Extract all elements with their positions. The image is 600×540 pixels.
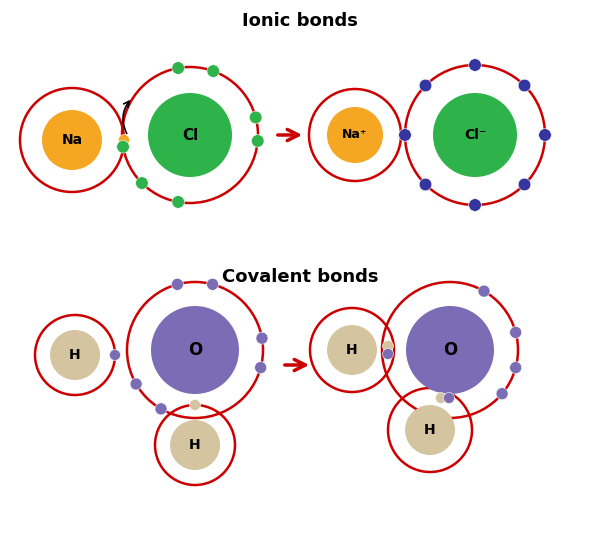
- Circle shape: [398, 129, 412, 141]
- Circle shape: [469, 199, 481, 211]
- Circle shape: [136, 177, 148, 190]
- Circle shape: [172, 278, 184, 291]
- Text: Cl⁻: Cl⁻: [464, 128, 486, 142]
- Circle shape: [250, 111, 262, 124]
- Text: Na: Na: [61, 133, 83, 147]
- Circle shape: [42, 110, 102, 170]
- Circle shape: [433, 93, 517, 177]
- Circle shape: [50, 330, 100, 380]
- Circle shape: [151, 306, 239, 394]
- Circle shape: [190, 400, 200, 410]
- Circle shape: [469, 59, 481, 71]
- Circle shape: [478, 285, 490, 297]
- Circle shape: [109, 349, 121, 361]
- Circle shape: [155, 403, 167, 415]
- Circle shape: [518, 79, 531, 92]
- Circle shape: [509, 326, 521, 339]
- Circle shape: [172, 195, 184, 208]
- Circle shape: [539, 129, 551, 141]
- Text: Ionic bonds: Ionic bonds: [242, 12, 358, 30]
- Circle shape: [148, 93, 232, 177]
- Circle shape: [400, 130, 410, 140]
- Text: H: H: [346, 343, 358, 357]
- Text: O: O: [188, 341, 202, 359]
- Circle shape: [443, 393, 455, 403]
- Circle shape: [327, 325, 377, 375]
- Circle shape: [436, 393, 446, 403]
- Circle shape: [119, 134, 130, 145]
- Circle shape: [117, 140, 130, 153]
- Circle shape: [130, 378, 142, 390]
- Circle shape: [419, 79, 432, 92]
- Circle shape: [206, 278, 218, 291]
- Circle shape: [170, 420, 220, 470]
- Text: Na⁺: Na⁺: [342, 129, 368, 141]
- Circle shape: [419, 178, 432, 191]
- Circle shape: [172, 62, 184, 75]
- Circle shape: [496, 388, 508, 400]
- Circle shape: [256, 332, 268, 344]
- Circle shape: [207, 65, 220, 77]
- Circle shape: [251, 134, 264, 147]
- Circle shape: [405, 405, 455, 455]
- Circle shape: [327, 107, 383, 163]
- Circle shape: [254, 362, 266, 374]
- Circle shape: [383, 348, 394, 360]
- Text: H: H: [69, 348, 81, 362]
- Circle shape: [518, 178, 531, 191]
- Text: H: H: [189, 438, 201, 452]
- Text: H: H: [424, 423, 436, 437]
- Text: O: O: [443, 341, 457, 359]
- Circle shape: [509, 362, 521, 374]
- Circle shape: [406, 306, 494, 394]
- Text: Cl: Cl: [182, 127, 198, 143]
- Circle shape: [383, 341, 394, 352]
- Text: Covalent bonds: Covalent bonds: [222, 268, 378, 286]
